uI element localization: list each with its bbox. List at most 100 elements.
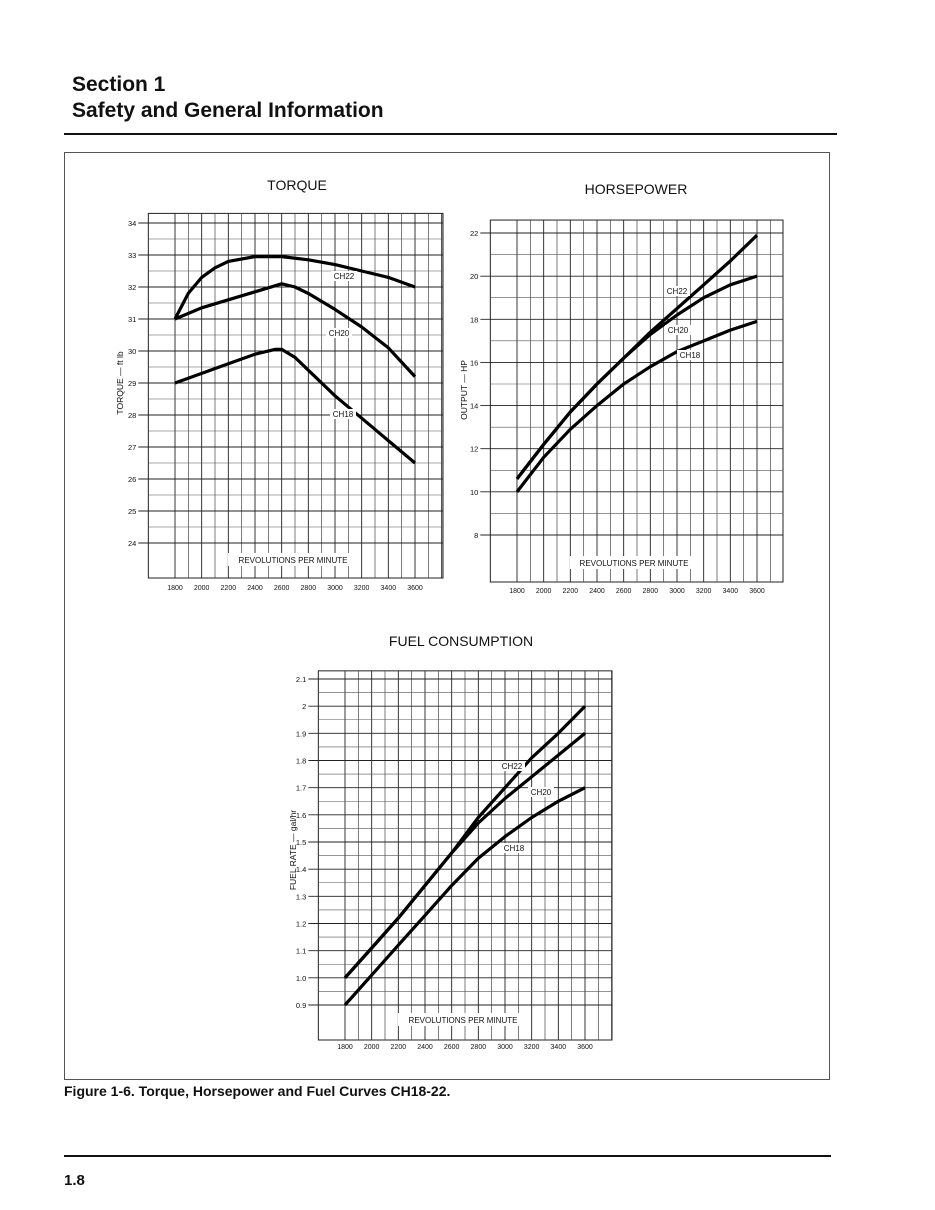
horsepower-xtick-label: 2200	[563, 588, 579, 595]
fuel-series-label-bg	[528, 787, 554, 797]
horsepower-chart: 8 10 12 14 16 18 20 22 1800 2000 2200 2400 2600 2800 3…	[459, 181, 784, 595]
horsepower-series-label-ch18: CH18	[680, 351, 701, 360]
fuel-ytick-label: 2	[302, 702, 306, 711]
torque-xtick-label: 3000	[327, 585, 343, 592]
torque-chart: 24 25 26 27 28 29 30 31 32 33 34 1800 2000 2200 2400 26…	[115, 177, 444, 592]
horsepower-xtick-label: 2800	[643, 588, 659, 595]
fuel-xtick-label: 2200	[391, 1044, 407, 1051]
figure-caption: Figure 1-6. Torque, Horsepower and Fuel …	[64, 1083, 451, 1099]
torque-series-ch20	[174, 282, 417, 378]
fuel-series-ch20	[343, 732, 587, 979]
fuel-series-ch18	[343, 786, 586, 1007]
torque-series-label-bg	[330, 409, 356, 419]
horsepower-xlabel-box	[570, 556, 698, 569]
torque-ytick-label: 34	[128, 219, 136, 228]
fuel-ytick-label: 2.1	[296, 675, 306, 684]
fuel-ytick-label: 1.5	[296, 838, 306, 847]
horsepower-xtick-label: 2600	[616, 588, 632, 595]
fuel-series-label-ch18: CH18	[504, 844, 525, 853]
footer-rule	[64, 1155, 831, 1157]
section-subtitle: Safety and General Information	[72, 99, 384, 122]
horsepower-ytick-label: 20	[470, 272, 478, 281]
horsepower-series-ch20	[515, 274, 758, 480]
fuel-ytick-label: 1.2	[296, 920, 306, 929]
fuel-xtick-label: 2800	[471, 1044, 487, 1051]
torque-xtick-label: 2800	[301, 585, 317, 592]
torque-ytick-label: 30	[128, 347, 136, 356]
fuel-series-label-bg	[501, 843, 527, 853]
torque-series-label-bg	[326, 328, 352, 338]
torque-ytick-label: 32	[128, 283, 136, 292]
fuel-title: FUEL CONSUMPTION	[389, 633, 533, 649]
horsepower-ytick-label: 14	[470, 402, 478, 411]
horsepower-ytick-label: 10	[470, 488, 478, 497]
fuel-xtick-label: 2400	[417, 1044, 433, 1051]
torque-ylabel: TORQUE — ft lb	[115, 351, 125, 414]
torque-ytick-label: 27	[128, 443, 136, 452]
horsepower-xtick-label: 3000	[669, 588, 685, 595]
header-rule	[64, 133, 837, 135]
horsepower-xtick-label: 3200	[696, 588, 712, 595]
torque-xtick-label: 3600	[407, 585, 423, 592]
fuel-ytick-label: 0.9	[296, 1001, 306, 1010]
horsepower-xlabel: REVOLUTIONS PER MINUTE	[580, 559, 689, 568]
horsepower-series-label-bg	[665, 325, 691, 335]
horsepower-ylabel: OUTPUT — HP	[459, 360, 469, 420]
torque-xtick-label: 2000	[194, 585, 210, 592]
horsepower-xtick-label: 2400	[589, 588, 605, 595]
horsepower-ytick-label: 16	[470, 358, 478, 367]
torque-series-label-ch22: CH22	[334, 272, 355, 281]
fuel-ytick-label: 1.7	[296, 784, 306, 793]
torque-ytick-label: 28	[128, 411, 136, 420]
fuel-xtick-label: 3200	[524, 1044, 540, 1051]
horsepower-ytick-label: 18	[470, 315, 478, 324]
page-number: 1.8	[64, 1172, 85, 1189]
torque-ytick-label: 33	[128, 251, 136, 260]
torque-grid-frame	[147, 212, 444, 579]
torque-xtick-label: 3400	[381, 585, 397, 592]
fuel-xtick-label: 3000	[497, 1044, 513, 1051]
horsepower-ytick-label: 12	[470, 445, 478, 454]
horsepower-series-label-ch22: CH22	[667, 287, 688, 296]
torque-series-ch18	[174, 347, 417, 465]
horsepower-xtick-label: 1800	[509, 588, 525, 595]
torque-xtick-label: 3200	[354, 585, 370, 592]
torque-xtick-label: 1800	[167, 585, 183, 592]
torque-series-ch22	[173, 255, 416, 320]
horsepower-xtick-label: 3400	[723, 588, 739, 595]
horsepower-xtick-label: 2000	[536, 588, 552, 595]
section-title: Section 1	[72, 73, 166, 96]
horsepower-ytick-label: 8	[474, 531, 478, 540]
fuel-series-label-ch20: CH20	[531, 788, 552, 797]
fuel-chart: 0.9 1.0 1.1 1.2 1.3 1.4 1.5 1.6 1.7 1.8 1.9 2 2.1 180…	[288, 633, 613, 1051]
horsepower-series-ch18	[515, 319, 758, 493]
fuel-ytick-label: 1.8	[296, 757, 306, 766]
fuel-xtick-label: 1800	[337, 1044, 353, 1051]
torque-ytick-label: 31	[128, 315, 136, 324]
fuel-xlabel: REVOLUTIONS PER MINUTE	[409, 1016, 518, 1025]
horsepower-ytick-label: 22	[470, 229, 478, 238]
torque-ytick-label: 25	[128, 507, 136, 516]
fuel-series-label-bg	[499, 761, 525, 771]
fuel-ytick-label: 1.4	[296, 865, 306, 874]
torque-xlabel: REVOLUTIONS PER MINUTE	[239, 556, 348, 565]
fuel-xlabel-box	[398, 1013, 528, 1026]
torque-xtick-label: 2400	[247, 585, 263, 592]
torque-title: TORQUE	[267, 177, 327, 193]
torque-series-label-bg	[331, 271, 357, 281]
horsepower-series-label-bg	[664, 286, 690, 296]
torque-series-label-ch18: CH18	[333, 410, 354, 419]
torque-xtick-label: 2600	[274, 585, 290, 592]
torque-ytick-label: 24	[128, 539, 136, 548]
torque-ytick-label: 26	[128, 475, 136, 484]
fuel-xtick-label: 2600	[444, 1044, 460, 1051]
fuel-xtick-label: 3600	[577, 1044, 593, 1051]
torque-xlabel-box	[228, 553, 358, 566]
fuel-ytick-label: 1.0	[296, 974, 306, 983]
fuel-xtick-label: 3400	[551, 1044, 567, 1051]
fuel-xtick-label: 2000	[364, 1044, 380, 1051]
horsepower-title: HORSEPOWER	[585, 181, 688, 197]
fuel-ytick-label: 1.3	[296, 892, 306, 901]
torque-xtick-label: 2200	[221, 585, 237, 592]
fuel-ylabel: FUEL RATE — gal/hr	[288, 810, 298, 890]
